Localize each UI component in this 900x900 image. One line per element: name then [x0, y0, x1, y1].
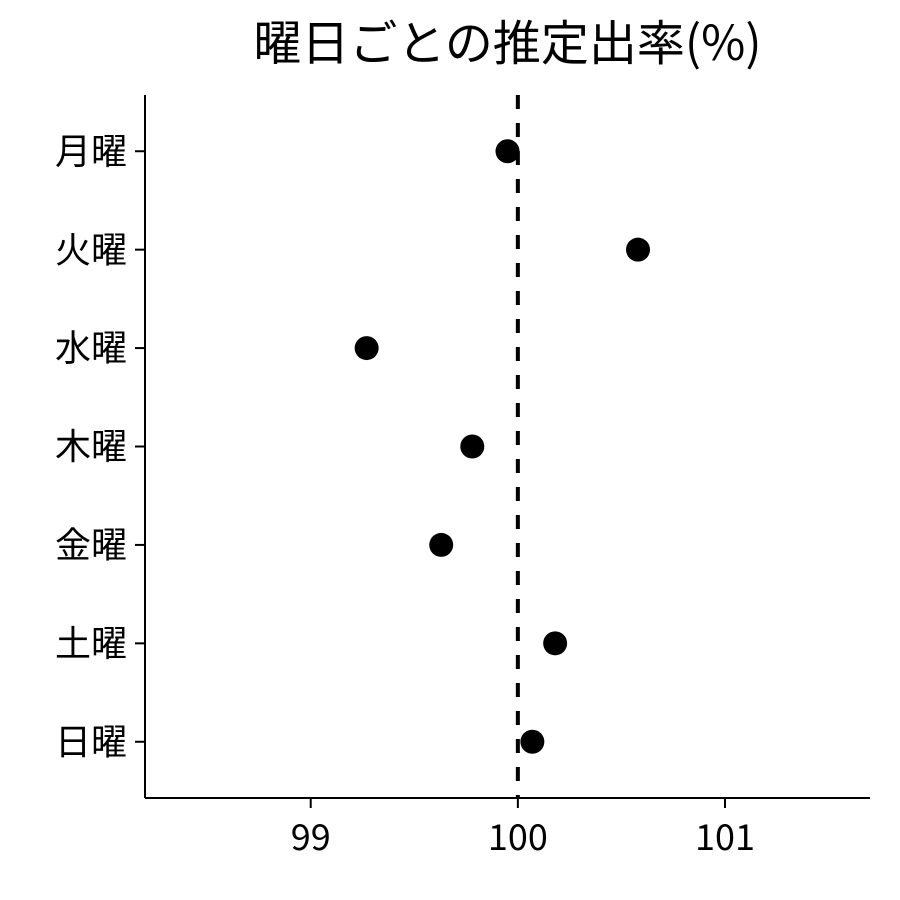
data-point	[496, 139, 520, 163]
data-point	[626, 238, 650, 262]
y-tick-label: 火曜	[55, 221, 127, 273]
y-tick-label: 金曜	[55, 517, 127, 569]
y-tick-label: 月曜	[55, 123, 127, 175]
x-tick-label: 99	[291, 809, 331, 861]
chart-background	[0, 0, 900, 900]
chart-title: 曜日ごとの推定出率(%)	[253, 4, 761, 74]
x-tick-label: 100	[488, 809, 548, 861]
y-tick-label: 土曜	[55, 615, 127, 667]
data-point	[355, 336, 379, 360]
data-point	[429, 533, 453, 557]
dot-chart: 曜日ごとの推定出率(%) 99 100 101 月曜火曜水曜木曜金曜土曜日曜	[0, 0, 900, 900]
x-tick-label: 101	[695, 809, 755, 861]
data-point	[460, 435, 484, 459]
data-point	[543, 631, 567, 655]
y-tick-label: 木曜	[55, 418, 127, 470]
data-point	[520, 730, 544, 754]
y-tick-label: 水曜	[55, 320, 127, 372]
y-tick-label: 日曜	[55, 713, 127, 765]
